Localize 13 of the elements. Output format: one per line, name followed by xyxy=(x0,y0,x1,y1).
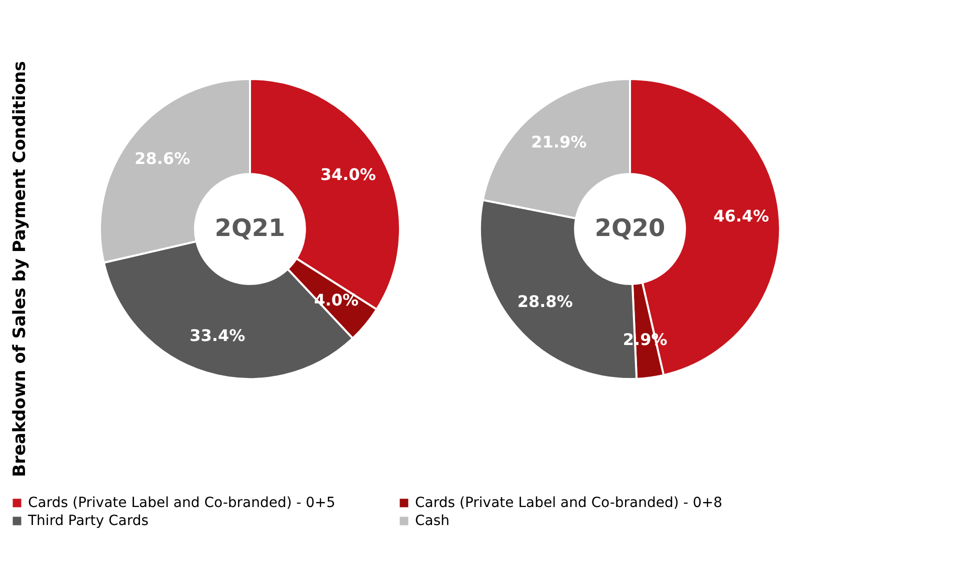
data-label: 46.4% xyxy=(714,206,770,226)
data-label: 21.9% xyxy=(531,132,587,152)
legend-label: Third Party Cards xyxy=(27,513,149,529)
text: Breakdown of Sales by Payment Conditions xyxy=(10,60,30,478)
legend-label: Cards (Private Label and Co-branded) - 0+5 xyxy=(28,495,336,511)
data-label: 33.4% xyxy=(190,326,246,346)
data-label: 28.6% xyxy=(134,149,190,168)
data-label: 28.8% xyxy=(517,292,573,312)
legend-label: Cash xyxy=(415,513,450,529)
slice-label: 2Q20 xyxy=(594,214,666,242)
legend-label: Cards (Private Label and Co-branded) - 0+8 xyxy=(415,495,722,511)
slice-label: 2Q21 xyxy=(214,214,286,242)
data-label: 34.0% xyxy=(320,165,376,184)
